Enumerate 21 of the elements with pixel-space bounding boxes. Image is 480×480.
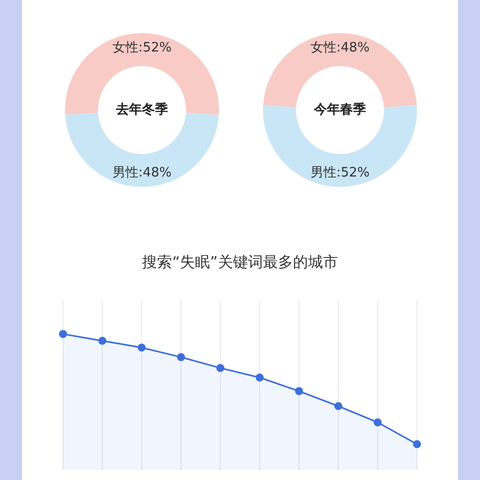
point: [256, 374, 264, 382]
point: [295, 387, 303, 396]
point: [334, 402, 342, 410]
text: 去年冬季: [115, 102, 168, 118]
slice-label: 女性: [112, 40, 138, 56]
slice-label: 女性: [310, 40, 336, 56]
point: [216, 364, 224, 372]
data-label: :48%: [138, 165, 172, 180]
point: [138, 344, 146, 352]
slice-label: 男性: [310, 165, 336, 180]
text: 今年春季: [313, 102, 366, 118]
data-label: :48%: [336, 40, 370, 56]
point: [59, 330, 67, 338]
point: [413, 440, 421, 448]
point: [98, 336, 106, 345]
chart-title: 搜索“失眠”关键词最多的城市: [142, 253, 338, 272]
data-label: :52%: [336, 165, 370, 180]
slice-label: 男性: [112, 165, 138, 180]
data-label: :52%: [138, 40, 172, 56]
point: [374, 418, 382, 426]
point: [177, 353, 185, 362]
